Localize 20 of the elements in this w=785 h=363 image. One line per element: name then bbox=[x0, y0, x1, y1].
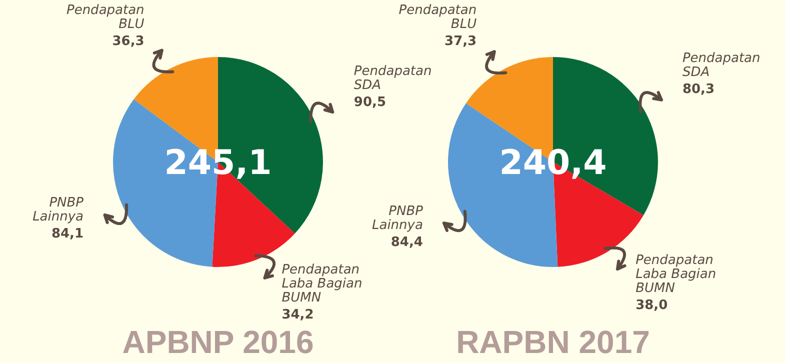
slice-label: Pendapatan Laba Bagian BUMN bbox=[282, 262, 362, 306]
data-label: 34,2 bbox=[282, 307, 314, 322]
data-label: 38,0 bbox=[636, 298, 668, 313]
slice-label: Pendapatan BLU bbox=[398, 3, 478, 32]
data-label: 90,5 bbox=[354, 94, 386, 110]
slice-label: PNBP Lainnya bbox=[372, 204, 424, 233]
text: APBNP 2016 bbox=[122, 324, 314, 360]
text: 240,4 bbox=[499, 143, 607, 183]
data-label: 37,3 bbox=[444, 34, 477, 49]
slice-label: Pendapatan SDA bbox=[682, 50, 760, 80]
data-label: 80,3 bbox=[682, 82, 715, 97]
text: RAPBN 2017 bbox=[456, 324, 650, 360]
data-label: 36,3 bbox=[112, 34, 144, 49]
slice-label: Pendapatan SDA bbox=[354, 64, 432, 93]
slice-label: Pendapatan BLU bbox=[66, 3, 145, 32]
slice-label: PNBP Lainnya bbox=[32, 195, 84, 224]
slice-label: Pendapatan Laba Bagian BUMN bbox=[636, 252, 716, 296]
data-label: 84,4 bbox=[390, 234, 423, 250]
text: 245,1 bbox=[164, 143, 272, 183]
data-label: 84,1 bbox=[51, 226, 84, 242]
